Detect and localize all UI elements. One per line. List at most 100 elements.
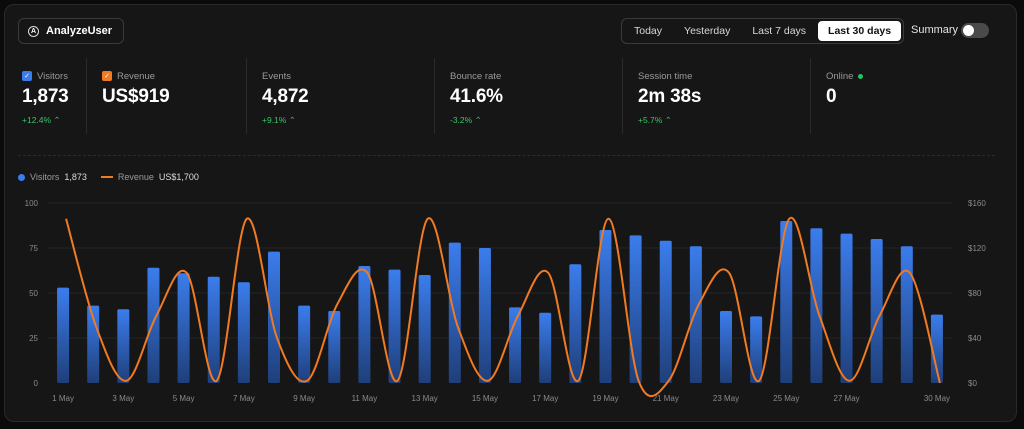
legend-visitors-value: 1,873: [64, 172, 87, 182]
bar: [780, 221, 793, 383]
y-left-tick-label: 75: [29, 244, 38, 253]
checkbox-checked-icon[interactable]: ✓: [102, 71, 112, 81]
stat-change: +5.7% ⌃: [638, 115, 672, 125]
x-tick-label: 27 May: [833, 394, 859, 403]
bar: [569, 264, 582, 383]
y-left-tick-label: 25: [29, 334, 38, 343]
bar: [418, 275, 431, 383]
bar: [539, 312, 552, 383]
stat-label: Events: [262, 70, 292, 82]
divider: [622, 58, 623, 134]
stat-events: Events 4,872 +9.1% ⌃: [262, 70, 309, 126]
stat-label: Session time: [638, 70, 693, 82]
x-tick-label: 3 May: [112, 394, 134, 403]
tab-yesterday[interactable]: Yesterday: [684, 25, 731, 37]
legend-revenue-label: Revenue: [117, 172, 154, 182]
stat-label: Online: [826, 70, 854, 82]
tab-last-30-days[interactable]: Last 30 days: [818, 21, 902, 41]
bar: [720, 311, 732, 383]
x-tick-label: 7 May: [233, 394, 255, 403]
stat-value: 41.6%: [450, 86, 503, 107]
brand-name: AnalyzeUser: [46, 25, 113, 37]
y-right-tick-label: $80: [968, 289, 982, 298]
analyzeuser-logo-icon: A: [28, 25, 39, 37]
stat-label: Bounce rate: [450, 70, 502, 82]
brand-button[interactable]: A AnalyzeUser: [18, 18, 125, 44]
bar: [57, 287, 70, 383]
bar: [328, 311, 341, 383]
stat-change: -3.2% ⌃: [450, 115, 482, 125]
stat-value: 1,873: [22, 86, 69, 107]
checkbox-checked-icon[interactable]: ✓: [22, 71, 32, 81]
bar: [840, 233, 853, 383]
bar: [930, 314, 943, 383]
y-left-tick-label: 50: [29, 289, 38, 298]
stat-label: Revenue: [117, 70, 156, 82]
bar: [689, 246, 702, 383]
stat-change: +12.4% ⌃: [22, 115, 61, 125]
stat-value: 2m 38s: [638, 86, 702, 107]
x-tick-label: 5 May: [173, 394, 195, 403]
x-tick-label: 15 May: [472, 394, 498, 403]
stat-bounce-rate: Bounce rate 41.6% -3.2% ⌃: [450, 70, 503, 126]
bar: [298, 305, 311, 383]
stat-value: US$919: [102, 86, 170, 107]
bar: [177, 273, 190, 383]
x-tick-label: 13 May: [412, 394, 438, 403]
online-status-icon: [858, 73, 864, 79]
legend-revenue-value: US$1,700: [158, 172, 199, 182]
bar: [388, 269, 401, 383]
visitors-legend-icon: [18, 173, 25, 181]
bar: [629, 235, 642, 383]
section-divider: [18, 155, 995, 156]
x-tick-label: 25 May: [773, 394, 799, 403]
stat-value: 4,872: [262, 86, 309, 107]
x-tick-label: 30 May: [924, 394, 950, 403]
stat-value: 0: [826, 86, 837, 107]
x-tick-label: 1 May: [52, 394, 74, 403]
divider: [810, 58, 811, 134]
bar: [237, 282, 250, 383]
y-left-tick-label: 100: [25, 199, 39, 208]
bar: [207, 276, 220, 383]
bar: [900, 246, 913, 383]
y-right-tick-label: $160: [968, 199, 986, 208]
x-tick-label: 19 May: [592, 394, 618, 403]
bar: [870, 239, 883, 383]
stat-revenue[interactable]: ✓ Revenue US$919: [102, 70, 170, 108]
legend-visitors-label: Visitors: [30, 172, 60, 182]
y-right-tick-label: $0: [968, 379, 977, 388]
revenue-line: [65, 216, 941, 397]
bar: [478, 248, 491, 383]
stat-change: +9.1% ⌃: [262, 115, 296, 125]
y-right-tick-label: $120: [968, 244, 986, 253]
date-range-tabs: Today Yesterday Last 7 days Last 30 days: [621, 18, 905, 44]
bar: [358, 266, 371, 383]
bar: [147, 267, 160, 383]
bar: [750, 316, 763, 383]
summary-toggle[interactable]: [961, 23, 989, 38]
divider: [434, 58, 435, 134]
x-tick-label: 23 May: [713, 394, 739, 403]
x-tick-label: 9 May: [293, 394, 315, 403]
summary-label: Summary: [911, 24, 959, 36]
toggle-knob: [963, 25, 974, 36]
stat-online: Online 0: [826, 70, 864, 108]
stat-visitors[interactable]: ✓ Visitors 1,873 +12.4% ⌃: [22, 70, 69, 126]
tab-today[interactable]: Today: [634, 25, 663, 37]
stat-label: Visitors: [37, 70, 68, 82]
bar: [599, 230, 612, 383]
stat-session-time: Session time 2m 38s +5.7% ⌃: [638, 70, 701, 126]
divider: [246, 58, 247, 134]
bar: [268, 251, 280, 383]
tab-last-7-days[interactable]: Last 7 days: [752, 25, 807, 37]
divider: [86, 58, 87, 134]
bar: [509, 307, 522, 383]
x-tick-label: 11 May: [352, 394, 378, 403]
x-tick-label: 17 May: [532, 394, 558, 403]
x-tick-label: 21 May: [653, 394, 679, 403]
y-left-tick-label: 0: [34, 379, 39, 388]
y-right-tick-label: $40: [968, 334, 982, 343]
chart-legend: Visitors 1,873 Revenue US$1,700: [18, 172, 199, 182]
